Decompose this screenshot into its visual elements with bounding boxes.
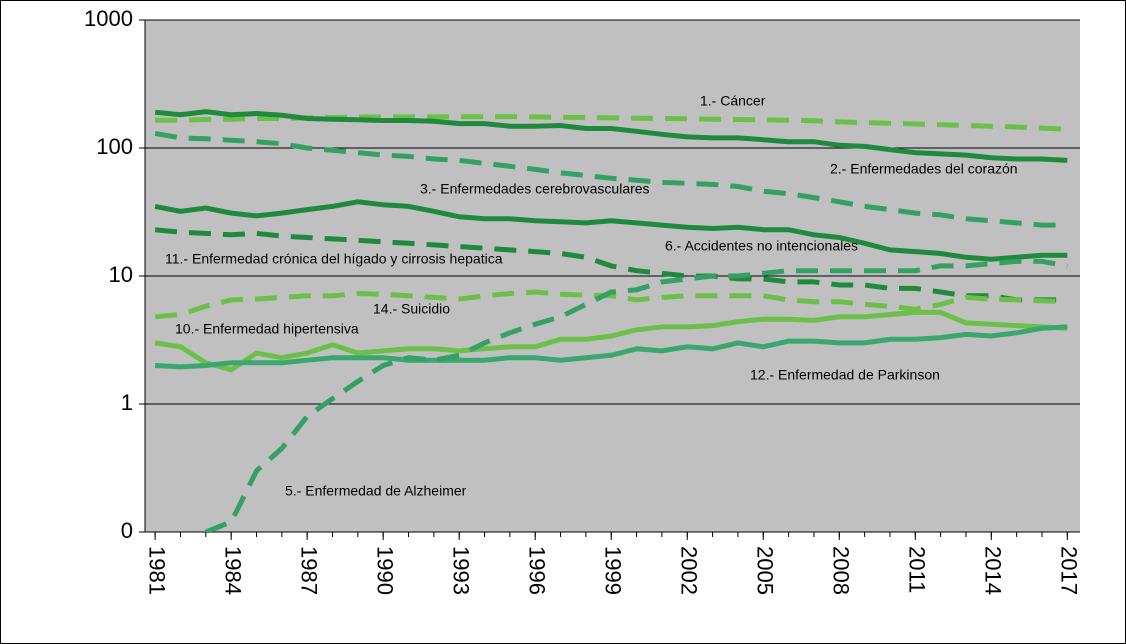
- y-tick-label: 100: [96, 134, 133, 159]
- x-tick-label: 1981: [144, 546, 169, 595]
- series-label: 14.- Suicidio: [373, 301, 450, 317]
- series-line: [154, 109, 1068, 163]
- y-tick-label: 1000: [84, 6, 133, 31]
- series-line: [204, 258, 1068, 532]
- series-line: [154, 289, 1068, 320]
- x-tick-label: 2008: [828, 546, 853, 595]
- series-line: [154, 227, 1068, 303]
- x-tick-label: 2002: [676, 546, 701, 595]
- y-tick-label: 1: [121, 390, 133, 415]
- series-label: 10.- Enfermedad hipertensiva: [175, 321, 359, 337]
- series-label: 3.- Enfermedades cerebrovasculares: [420, 181, 650, 197]
- x-tick-label: 1990: [372, 546, 397, 595]
- x-tick-label: 1996: [524, 546, 549, 595]
- x-tick-label: 2005: [752, 546, 777, 595]
- series-label: 2.- Enfermedades del corazón: [830, 161, 1018, 177]
- series-label: 5.- Enfermedad de Alzheimer: [285, 483, 467, 499]
- series-label: 1.- Cáncer: [700, 93, 766, 109]
- x-tick-label: 1999: [600, 546, 625, 595]
- x-tick-label: 1987: [296, 546, 321, 595]
- x-tick-label: 2014: [981, 546, 1006, 595]
- x-tick-label: 2011: [904, 546, 929, 593]
- x-tick-label: 1993: [448, 546, 473, 595]
- series-label: 12.- Enfermedad de Parkinson: [750, 367, 940, 383]
- x-tick-label: 1984: [220, 546, 245, 595]
- series-line: [154, 309, 1068, 373]
- series-line: [154, 199, 1068, 262]
- series-line: [154, 130, 1068, 228]
- y-tick-label: 10: [109, 262, 133, 287]
- y-tick-label: 0: [121, 518, 133, 543]
- series-label: 6.- Accidentes no intencionales: [665, 238, 858, 254]
- x-tick-label: 2017: [1057, 546, 1082, 595]
- series-label: 11.- Enfermedad crónica del hígado y cir…: [165, 251, 503, 267]
- series-line: [154, 324, 1068, 370]
